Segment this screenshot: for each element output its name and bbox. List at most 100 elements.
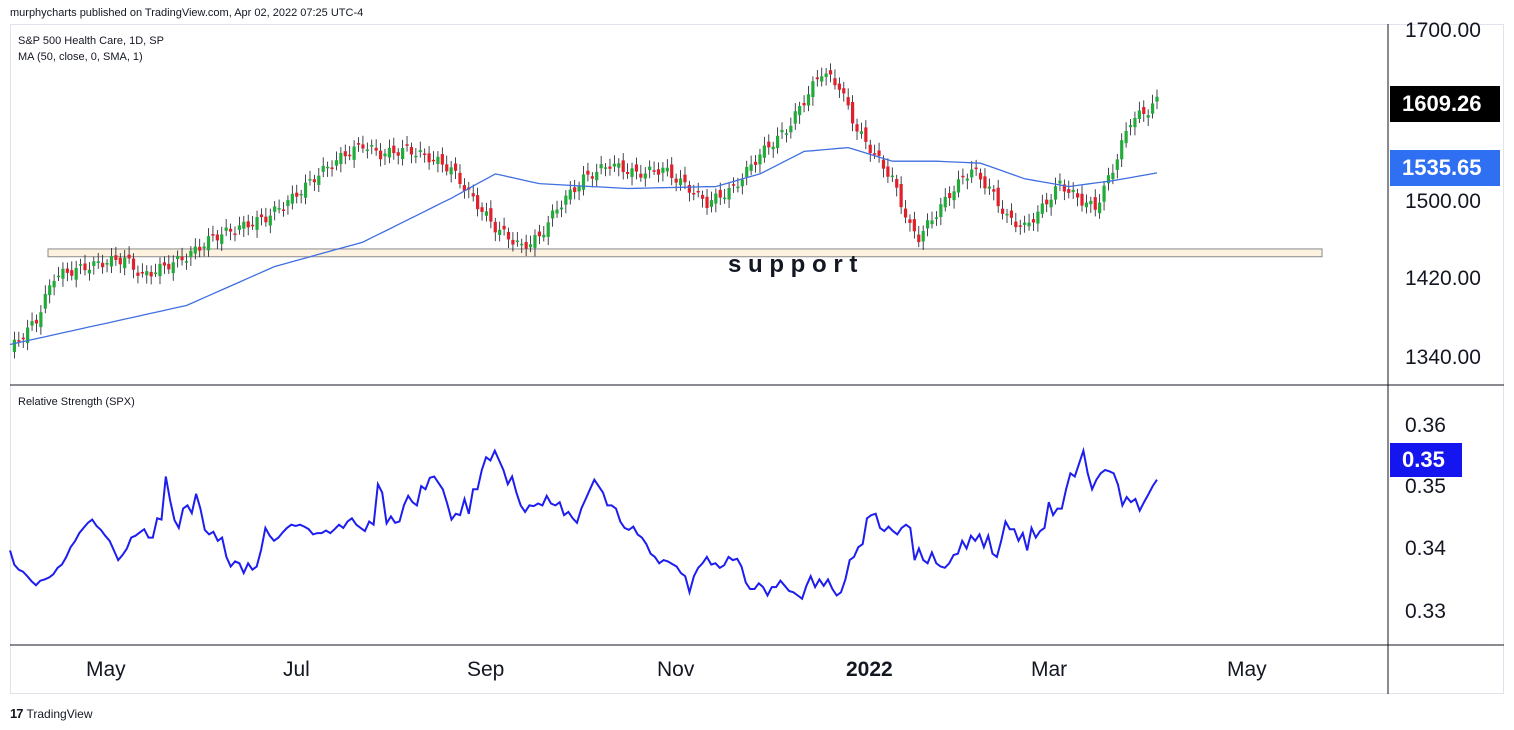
candle-body [926,220,930,229]
candle-body [577,186,581,192]
candle-body [30,321,34,326]
price-tick: 1700.00 [1405,19,1481,42]
candle-body [1137,110,1141,119]
candle-body [131,258,136,270]
candle-body [564,195,568,205]
candle-body [1089,200,1093,205]
candle-body [326,166,330,169]
candle-body [542,234,546,238]
rs-legend[interactable]: Relative Strength (SPX) [18,396,135,408]
candle-body [162,262,167,266]
support-label: s u p p o r t [728,251,857,278]
candle-body [440,154,444,165]
candle-body [864,127,868,142]
candle-body [251,224,255,227]
price-scale[interactable]: 1700.00 1500.00 1420.00 1340.00 [1405,19,1481,369]
candle-body [356,143,361,145]
candle-body [903,208,908,218]
candle-body [1009,210,1014,218]
candle-body [780,130,784,133]
candle-body [789,125,793,133]
candle-body [458,172,462,184]
candle-body [339,152,343,164]
candle-body [471,193,475,197]
candle-body [118,257,122,265]
candle-body [378,150,383,160]
candle-body [387,147,391,158]
price-tick: 1420.00 [1405,267,1481,290]
candle-body [1093,197,1097,210]
time-axis[interactable]: May Jul Sep Nov 2022 Mar May [86,658,1267,681]
candle-body [745,166,749,178]
candle-body [515,240,519,243]
candle-body [568,189,572,200]
candle-body [264,216,268,223]
candle-body [295,192,299,197]
candle-body [1049,199,1053,208]
candle-body [996,187,1000,207]
candle-body [423,153,427,156]
candle-body [908,219,912,223]
candle-body [740,179,744,187]
candle-body [612,163,616,167]
candle-body [736,186,740,189]
candle-body [895,179,899,188]
candle-body [581,174,586,190]
tradingview-logo-icon: 17 [10,706,24,721]
rs-scale[interactable]: 0.36 0.35 0.34 0.33 [1405,414,1446,623]
candle-body [634,164,639,172]
candle-body [961,175,965,178]
candle-body [489,208,493,222]
rs-value-tag: 0.35 [1390,443,1462,477]
candle-body [833,78,837,86]
candle-body [881,159,886,169]
candle-body [674,178,678,183]
candle-body [61,268,65,279]
candle-body [374,147,378,151]
main-legend[interactable]: S&P 500 Health Care, 1D, SP MA (50, clos… [18,33,164,65]
ma-value-tag: 1535.65 [1390,150,1500,186]
candle-body [987,186,991,189]
candle-body [956,179,961,193]
candle-body [533,235,537,248]
candle-body [802,103,806,106]
price-tick: 1500.00 [1405,190,1481,213]
candle-body [1058,180,1062,184]
candle-body [259,214,264,218]
ma-line [9,146,1158,346]
candle-body [608,166,612,169]
candle-body [21,337,25,340]
candlestick-series [12,63,1159,359]
candle-body [462,185,466,191]
candle-body [321,165,325,172]
candle-body [595,171,599,181]
candle-body [617,163,621,168]
candle-body [621,160,625,173]
support-zone [47,248,1323,258]
candle-body [365,149,369,152]
candle-body [837,83,841,90]
candle-body [123,257,127,269]
candle-body [692,192,696,195]
candle-body [449,167,453,175]
candle-body [211,234,215,236]
candle-body [1005,213,1009,216]
price-tick: 1340.00 [1405,346,1481,369]
candle-body [427,153,431,163]
candle-body [524,241,528,249]
candle-body [65,268,69,273]
tradingview-brand[interactable]: 17 TradingView [10,706,93,721]
candle-body [176,255,180,259]
candle-body [661,167,665,173]
candle-body [965,178,969,181]
candle-body [665,167,669,172]
candle-body [939,204,943,218]
candle-body [136,272,140,276]
candle-body [948,193,952,199]
candle-body [758,154,762,165]
candle-body [193,246,197,254]
candle-body [189,250,193,258]
candle-body [383,153,387,157]
candle-body [899,184,903,208]
